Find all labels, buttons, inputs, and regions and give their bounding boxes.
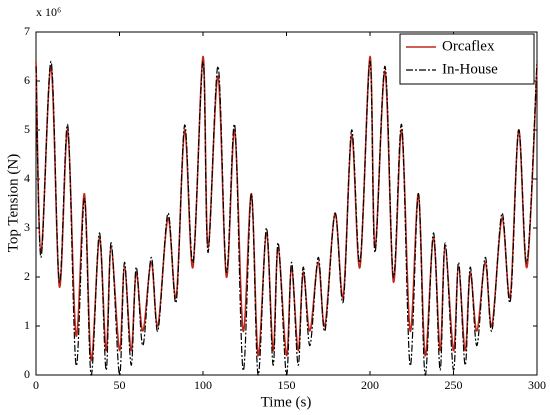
y-tick-label: 3 bbox=[24, 220, 30, 234]
x-axis-label: Time (s) bbox=[261, 394, 312, 410]
y-tick-label: 7 bbox=[24, 24, 30, 38]
y-tick-label: 1 bbox=[24, 318, 30, 332]
legend-box bbox=[399, 33, 535, 85]
y-tick-label: 6 bbox=[24, 73, 30, 87]
y-multiplier: x 10⁶ bbox=[36, 5, 61, 19]
legend-label: Orcaflex bbox=[442, 38, 495, 54]
y-tick-label: 4 bbox=[24, 171, 30, 185]
y-tick-label: 2 bbox=[24, 269, 30, 283]
y-axis-label: Top Tension (N) bbox=[5, 154, 21, 252]
legend-label: In-House bbox=[442, 61, 498, 77]
x-tick-label: 300 bbox=[528, 378, 546, 392]
x-tick-label: 250 bbox=[445, 378, 463, 392]
x-tick-label: 50 bbox=[114, 378, 126, 392]
y-tick-label: 5 bbox=[24, 122, 30, 136]
series-line bbox=[35, 60, 538, 376]
x-tick-label: 200 bbox=[361, 378, 379, 392]
x-tick-label: 0 bbox=[33, 378, 39, 392]
x-tick-label: 100 bbox=[194, 378, 212, 392]
series-line bbox=[35, 55, 538, 362]
x-tick-label: 150 bbox=[278, 378, 296, 392]
y-tick-label: 0 bbox=[24, 367, 30, 381]
plot-area bbox=[35, 31, 538, 376]
